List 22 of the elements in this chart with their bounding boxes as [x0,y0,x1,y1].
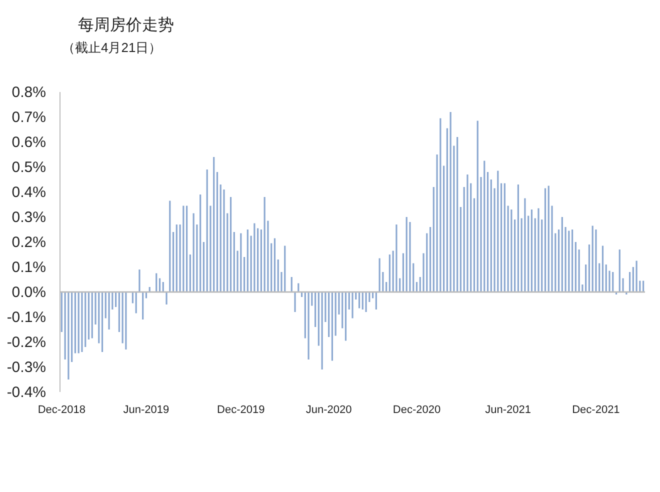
x-tick-label: Jun-2020 [306,404,352,416]
chart-subtitle: （截止4月21日） [62,40,162,55]
chart-title: 每周房价走势 [78,16,174,34]
y-tick-label: -0.1% [6,309,46,326]
y-tick-label: 0.5% [12,159,46,176]
x-tick-label: Dec-2021 [572,404,620,416]
x-tick-label: Dec-2018 [38,404,86,416]
y-tick-label: -0.2% [6,334,46,351]
y-tick-label: -0.3% [6,359,46,376]
y-tick-label: 0.7% [12,109,46,126]
x-tick-label: Jun-2021 [485,404,531,416]
x-tick-label: Jun-2019 [123,404,170,416]
y-tick-label: 0.6% [12,134,46,151]
y-tick-label: 0.2% [12,234,46,251]
y-tick-label: 0.8% [12,84,46,101]
y-tick-label: -0.4% [6,384,46,401]
x-tick-label: Dec-2020 [392,404,441,416]
y-tick-label: 0.3% [12,209,46,226]
y-tick-label: 0.0% [12,284,46,301]
y-tick-label: 0.4% [12,184,46,201]
y-tick-label: 0.1% [12,259,46,276]
x-tick-label: Dec-2019 [217,404,265,416]
